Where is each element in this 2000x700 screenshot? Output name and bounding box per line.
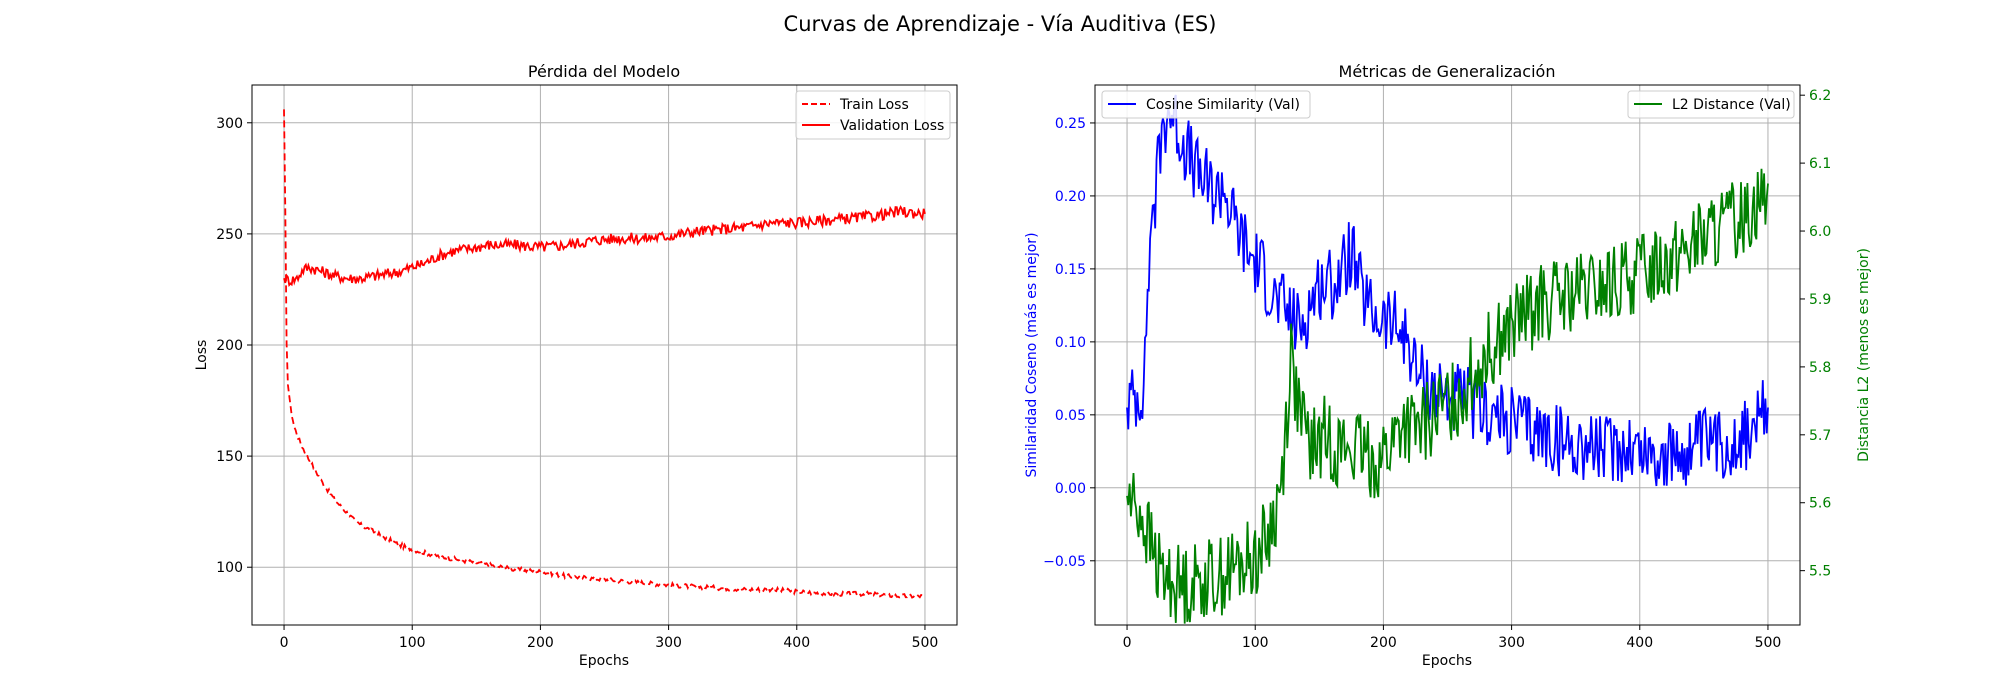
metrics-y-right-label: Distancia L2 (menos es mejor) [1856, 248, 1872, 462]
loss-legend: Train Loss Validation Loss [795, 90, 951, 140]
x-tick-label: 200 [527, 635, 554, 651]
series-line-cosine-similarity-val [1126, 94, 1769, 487]
metrics-x-label: Epochs [1422, 653, 1472, 669]
y2-tick-label: 6.0 [1809, 224, 1831, 240]
metrics-y-right-ticks: 5.5 5.6 5.7 5.8 5.9 6.0 6.1 6.2 [1800, 88, 1831, 580]
y-tick-label: 0.05 [1055, 408, 1086, 424]
l2-legend: L2 Distance (Val) [1627, 90, 1795, 119]
metrics-y-left-ticks: −0.05 0.00 0.05 0.10 0.15 0.20 0.25 [1043, 116, 1095, 570]
loss-y-ticks: 100 150 200 250 300 [216, 116, 252, 576]
loss-legend-box [795, 90, 951, 140]
x-tick-label: 400 [1626, 635, 1653, 651]
metrics-plot-frame [1094, 84, 1801, 626]
y-tick-label: 0.15 [1055, 262, 1086, 278]
loss-lines [283, 109, 926, 599]
metrics-chart: Métricas de Generalización 0 100 200 300 400… [1024, 62, 1872, 669]
x-tick-label: 0 [1123, 635, 1132, 651]
loss-chart: Pérdida del Modelo 0 100 200 300 400 500 1001… [194, 62, 958, 669]
y2-tick-label: 5.8 [1809, 360, 1831, 376]
metrics-x-ticks: 0 100 200 300 400 500 [1123, 625, 1782, 651]
figure-suptitle: Curvas de Aprendizaje - Vía Auditiva (ES… [784, 12, 1217, 36]
x-tick-label: 500 [1755, 635, 1782, 651]
loss-x-label: Epochs [579, 653, 629, 669]
y-tick-label: 100 [216, 560, 243, 576]
metrics-y-left-label: Similaridad Coseno (más es mejor) [1024, 232, 1040, 477]
l2-legend-box [1627, 90, 1795, 119]
series-line-validation-loss [283, 205, 926, 288]
cosine-legend-box [1101, 90, 1311, 119]
x-tick-label: 0 [280, 635, 289, 651]
y-tick-label: 200 [216, 338, 243, 354]
y2-tick-label: 6.2 [1809, 88, 1831, 104]
y-tick-label: 0.00 [1055, 481, 1086, 497]
x-tick-label: 300 [655, 635, 682, 651]
y2-tick-label: 5.6 [1809, 496, 1831, 512]
loss-plot-frame [251, 84, 958, 626]
x-tick-label: 500 [912, 635, 939, 651]
metrics-chart-title: Métricas de Generalización [1339, 62, 1556, 81]
cosine-legend: Cosine Similarity (Val) [1101, 90, 1311, 119]
x-tick-label: 200 [1370, 635, 1397, 651]
x-tick-label: 400 [783, 635, 810, 651]
metrics-lines [1126, 94, 1769, 624]
y-tick-label: 0.20 [1055, 189, 1086, 205]
series-line-train-loss [283, 109, 926, 599]
y-tick-label: 0.10 [1055, 335, 1086, 351]
loss-chart-title: Pérdida del Modelo [528, 62, 680, 81]
y2-tick-label: 5.5 [1809, 564, 1831, 580]
y-tick-label: 300 [216, 116, 243, 132]
loss-grid [252, 85, 957, 625]
legend-label-cosine: Cosine Similarity (Val) [1146, 97, 1300, 113]
y-tick-label: −0.05 [1043, 554, 1086, 570]
y-tick-label: 150 [216, 449, 243, 465]
legend-label-validation-loss: Validation Loss [840, 118, 944, 134]
y2-tick-label: 6.1 [1809, 156, 1831, 172]
loss-y-label: Loss [194, 340, 210, 371]
x-tick-label: 300 [1498, 635, 1525, 651]
legend-label-train-loss: Train Loss [839, 97, 909, 113]
x-tick-label: 100 [399, 635, 426, 651]
y2-tick-label: 5.9 [1809, 292, 1831, 308]
y-tick-label: 0.25 [1055, 116, 1086, 132]
y2-tick-label: 5.7 [1809, 428, 1831, 444]
legend-label-l2: L2 Distance (Val) [1672, 97, 1791, 113]
series-line-l2-distance-val [1126, 168, 1769, 624]
loss-x-ticks: 0 100 200 300 400 500 [280, 625, 939, 651]
x-tick-label: 100 [1242, 635, 1269, 651]
y-tick-label: 250 [216, 227, 243, 243]
